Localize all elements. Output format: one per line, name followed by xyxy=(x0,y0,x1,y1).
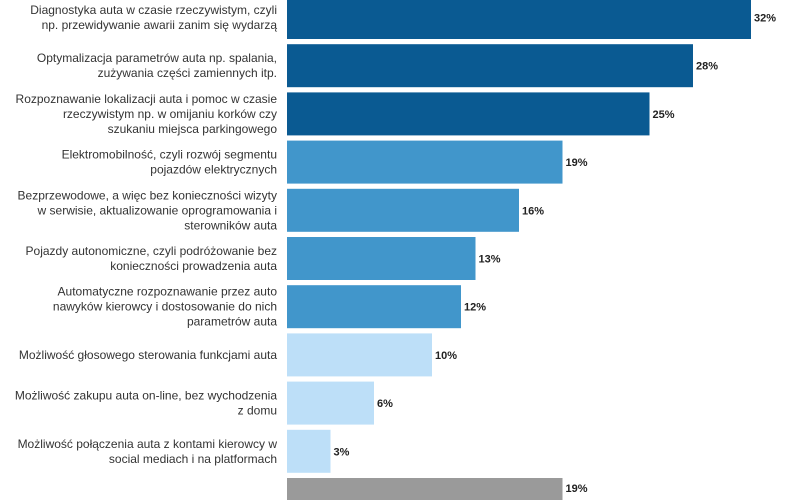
value-label-8: 10% xyxy=(435,350,457,362)
category-label-2: Optymalizacja parametrów auta np. spalan… xyxy=(37,51,277,80)
value-label-6: 13% xyxy=(479,254,501,266)
value-label-9: 6% xyxy=(377,398,393,410)
bar-3 xyxy=(287,92,650,136)
bar-2 xyxy=(287,44,693,88)
bar-11-partial xyxy=(287,478,563,500)
bar-1 xyxy=(287,0,751,39)
bar-9 xyxy=(287,381,374,425)
bar-8 xyxy=(287,333,432,377)
category-label-4: Elektromobilność, czyli rozwój segmentu p… xyxy=(62,148,277,177)
value-label-7: 12% xyxy=(464,302,486,314)
bar-6 xyxy=(287,237,476,280)
category-label-10: Możliwość połączenia auta z kontami kier… xyxy=(18,437,278,466)
category-label-1: Diagnostyka auta w czasie rzeczywistym, … xyxy=(30,3,277,32)
category-label-5: Bezprzewodowe, a więc bez konieczności w… xyxy=(18,188,278,232)
category-label-6: Pojazdy autonomiczne, czyli podróżowanie… xyxy=(26,244,278,273)
value-label-10: 3% xyxy=(334,446,350,458)
value-label-11-partial: 19% xyxy=(566,483,588,495)
value-label-3: 25% xyxy=(653,109,675,121)
bar-5 xyxy=(287,188,519,232)
value-label-4: 19% xyxy=(566,157,588,169)
category-label-7: Automatyczne rozpoznawanie przez auto naw… xyxy=(53,285,277,329)
category-label-8: Możliwość głosowego sterowania funkcjami… xyxy=(19,348,277,362)
value-label-2: 28% xyxy=(696,61,718,73)
value-label-5: 16% xyxy=(522,205,544,217)
bar-10 xyxy=(287,429,331,473)
value-label-1: 32% xyxy=(754,13,776,25)
category-label-9: Możliwość zakupu auta on-line, bez wycho… xyxy=(15,389,277,418)
category-label-3: Rozpoznawanie lokalizacji auta i pomoc w… xyxy=(16,92,278,136)
bar-7 xyxy=(287,285,461,329)
bar-4 xyxy=(287,140,563,184)
